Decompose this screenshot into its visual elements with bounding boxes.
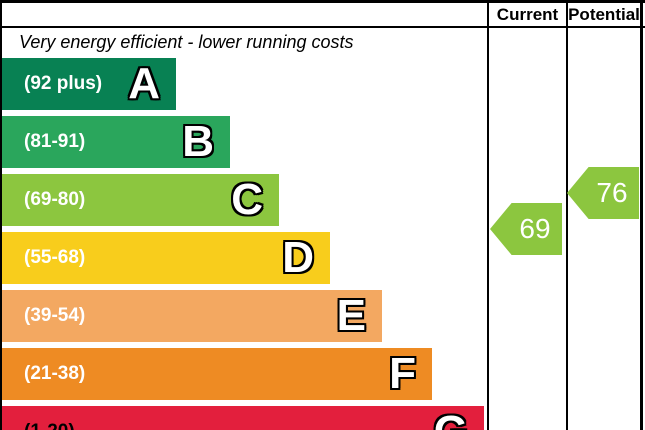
band-g-letter: G: [434, 410, 468, 430]
band-f-letter: F: [389, 349, 416, 398]
top-caption: Very energy efficient - lower running co…: [19, 32, 354, 52]
potential-column-header: Potential: [568, 4, 640, 24]
band-c: (69-80) C: [2, 174, 279, 226]
border-top: [0, 0, 645, 3]
current-rating-value: 69: [519, 213, 551, 244]
current-rating-arrow: 69: [490, 203, 562, 255]
border-left: [0, 0, 2, 430]
band-b: (81-91) B: [2, 116, 230, 168]
potential-rating-value: 76: [596, 177, 628, 208]
band-e-range: (39-54): [24, 305, 86, 326]
header-separator: [0, 26, 645, 28]
band-g-range: (1-20): [24, 421, 75, 430]
band-b-range: (81-91): [24, 131, 86, 152]
band-a-letter: A: [128, 59, 160, 108]
current-column-header: Current: [496, 4, 559, 24]
band-d-range: (55-68): [24, 247, 86, 268]
band-b-letter: B: [182, 117, 214, 166]
band-f-range: (21-38): [24, 363, 86, 384]
band-f: (21-38) F: [2, 348, 432, 400]
potential-rating-arrow: 76: [567, 167, 639, 219]
band-c-letter: C: [231, 175, 263, 224]
band-d-letter: D: [282, 233, 314, 282]
band-e-letter: E: [336, 291, 366, 340]
column-divider-potential: [566, 0, 568, 430]
rating-bands: (92 plus) A (81-91) B (69-80) C (55-68) …: [2, 58, 484, 430]
band-c-range: (69-80): [24, 189, 86, 210]
band-a-range: (92 plus): [24, 73, 103, 94]
band-e: (39-54) E: [2, 290, 382, 342]
band-d: (55-68) D: [2, 232, 330, 284]
band-a: (92 plus) A: [2, 58, 176, 110]
band-g: (1-20) G: [2, 406, 484, 430]
border-right: [640, 0, 643, 430]
column-divider-current: [487, 0, 489, 430]
